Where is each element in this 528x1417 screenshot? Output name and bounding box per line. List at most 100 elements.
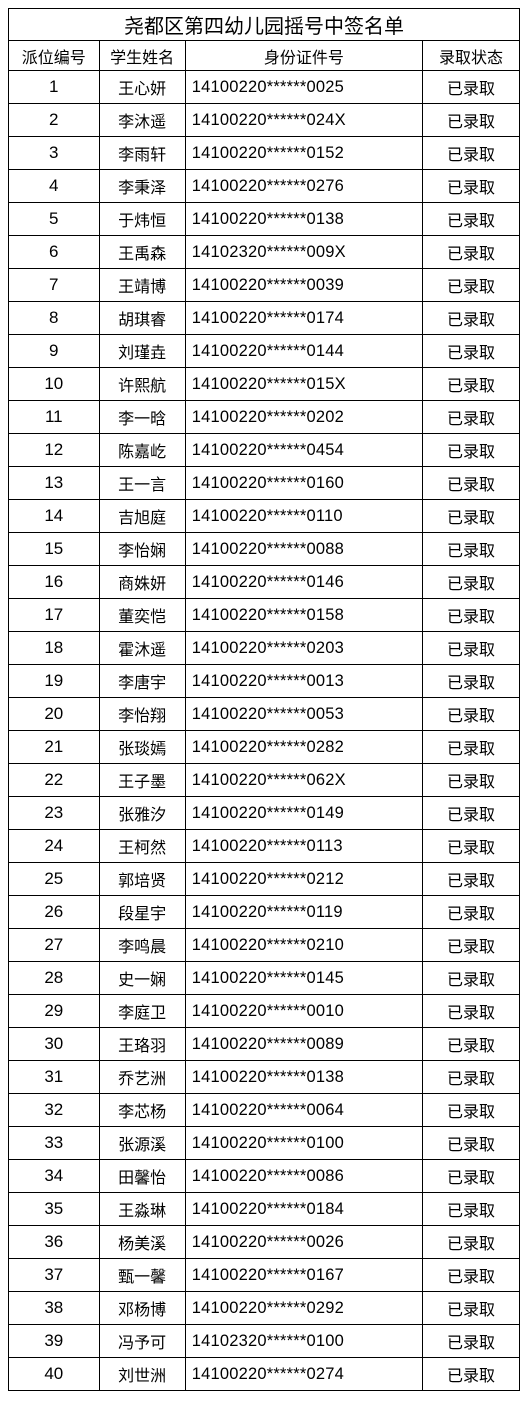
cell-status: 已录取 (422, 698, 519, 731)
cell-name: 王珞羽 (99, 1028, 185, 1061)
cell-name: 商姝妍 (99, 566, 185, 599)
cell-status: 已录取 (422, 797, 519, 830)
table-row: 39冯予可14102320******0100已录取 (9, 1325, 520, 1358)
cell-name: 霍沐遥 (99, 632, 185, 665)
table-row: 24王柯然14100220******0113已录取 (9, 830, 520, 863)
cell-pos: 3 (9, 137, 100, 170)
cell-id: 14100220******0203 (185, 632, 422, 665)
table-row: 6王禹森14102320******009X已录取 (9, 236, 520, 269)
cell-id: 14100220******024X (185, 104, 422, 137)
cell-status: 已录取 (422, 533, 519, 566)
cell-id: 14100220******0212 (185, 863, 422, 896)
cell-status: 已录取 (422, 896, 519, 929)
cell-status: 已录取 (422, 368, 519, 401)
table-row: 20李怡翔14100220******0053已录取 (9, 698, 520, 731)
table-row: 14吉旭庭14100220******0110已录取 (9, 500, 520, 533)
cell-status: 已录取 (422, 1127, 519, 1160)
cell-pos: 39 (9, 1325, 100, 1358)
cell-name: 刘世洲 (99, 1358, 185, 1391)
cell-pos: 8 (9, 302, 100, 335)
cell-status: 已录取 (422, 962, 519, 995)
cell-pos: 9 (9, 335, 100, 368)
table-row: 27李鸣晨14100220******0210已录取 (9, 929, 520, 962)
cell-name: 王心妍 (99, 71, 185, 104)
cell-id: 14100220******0064 (185, 1094, 422, 1127)
cell-pos: 36 (9, 1226, 100, 1259)
table-row: 26段星宇14100220******0119已录取 (9, 896, 520, 929)
cell-id: 14100220******0039 (185, 269, 422, 302)
cell-status: 已录取 (422, 203, 519, 236)
table-row: 19李唐宇14100220******0013已录取 (9, 665, 520, 698)
cell-id: 14100220******0010 (185, 995, 422, 1028)
cell-status: 已录取 (422, 1358, 519, 1391)
cell-status: 已录取 (422, 467, 519, 500)
cell-status: 已录取 (422, 566, 519, 599)
cell-pos: 34 (9, 1160, 100, 1193)
cell-status: 已录取 (422, 1325, 519, 1358)
cell-name: 李沐遥 (99, 104, 185, 137)
cell-pos: 1 (9, 71, 100, 104)
cell-pos: 24 (9, 830, 100, 863)
cell-pos: 28 (9, 962, 100, 995)
cell-name: 李一晗 (99, 401, 185, 434)
cell-name: 于炜恒 (99, 203, 185, 236)
cell-pos: 11 (9, 401, 100, 434)
header-pos: 派位编号 (9, 41, 100, 71)
table-row: 7王靖博14100220******0039已录取 (9, 269, 520, 302)
cell-pos: 26 (9, 896, 100, 929)
cell-status: 已录取 (422, 599, 519, 632)
header-row: 派位编号 学生姓名 身份证件号 录取状态 (9, 41, 520, 71)
cell-pos: 6 (9, 236, 100, 269)
cell-status: 已录取 (422, 929, 519, 962)
header-name: 学生姓名 (99, 41, 185, 71)
cell-pos: 23 (9, 797, 100, 830)
cell-name: 陈嘉屹 (99, 434, 185, 467)
cell-name: 胡琪睿 (99, 302, 185, 335)
lottery-sheet: 尧都区第四幼儿园摇号中签名单 派位编号 学生姓名 身份证件号 录取状态 1王心妍… (0, 0, 528, 1399)
cell-id: 14100220******0158 (185, 599, 422, 632)
cell-name: 王柯然 (99, 830, 185, 863)
cell-name: 李秉泽 (99, 170, 185, 203)
title-row: 尧都区第四幼儿园摇号中签名单 (9, 9, 520, 41)
cell-id: 14100220******062X (185, 764, 422, 797)
cell-status: 已录取 (422, 995, 519, 1028)
cell-pos: 5 (9, 203, 100, 236)
cell-name: 李鸣晨 (99, 929, 185, 962)
cell-name: 史一娴 (99, 962, 185, 995)
cell-pos: 18 (9, 632, 100, 665)
cell-id: 14102320******0100 (185, 1325, 422, 1358)
cell-name: 王淼琳 (99, 1193, 185, 1226)
cell-status: 已录取 (422, 1193, 519, 1226)
table-row: 8胡琪睿14100220******0174已录取 (9, 302, 520, 335)
cell-pos: 12 (9, 434, 100, 467)
cell-pos: 20 (9, 698, 100, 731)
cell-name: 冯予可 (99, 1325, 185, 1358)
cell-id: 14100220******0138 (185, 203, 422, 236)
cell-name: 田馨怡 (99, 1160, 185, 1193)
cell-name: 李芯杨 (99, 1094, 185, 1127)
table-row: 29李庭卫14100220******0010已录取 (9, 995, 520, 1028)
table-row: 4李秉泽14100220******0276已录取 (9, 170, 520, 203)
table-row: 31乔艺洲14100220******0138已录取 (9, 1061, 520, 1094)
table-row: 30王珞羽14100220******0089已录取 (9, 1028, 520, 1061)
cell-status: 已录取 (422, 71, 519, 104)
table-row: 1王心妍14100220******0025已录取 (9, 71, 520, 104)
cell-pos: 10 (9, 368, 100, 401)
table-row: 5于炜恒14100220******0138已录取 (9, 203, 520, 236)
cell-id: 14100220******0026 (185, 1226, 422, 1259)
cell-id: 14100220******0274 (185, 1358, 422, 1391)
cell-pos: 19 (9, 665, 100, 698)
table-row: 22王子墨14100220******062X已录取 (9, 764, 520, 797)
cell-id: 14100220******0110 (185, 500, 422, 533)
table-row: 18霍沐遥14100220******0203已录取 (9, 632, 520, 665)
table-row: 33张源溪14100220******0100已录取 (9, 1127, 520, 1160)
cell-name: 王靖博 (99, 269, 185, 302)
cell-name: 段星宇 (99, 896, 185, 929)
cell-id: 14100220******0160 (185, 467, 422, 500)
cell-id: 14100220******0202 (185, 401, 422, 434)
cell-pos: 37 (9, 1259, 100, 1292)
cell-id: 14100220******0149 (185, 797, 422, 830)
cell-pos: 16 (9, 566, 100, 599)
cell-status: 已录取 (422, 236, 519, 269)
table-row: 11李一晗14100220******0202已录取 (9, 401, 520, 434)
